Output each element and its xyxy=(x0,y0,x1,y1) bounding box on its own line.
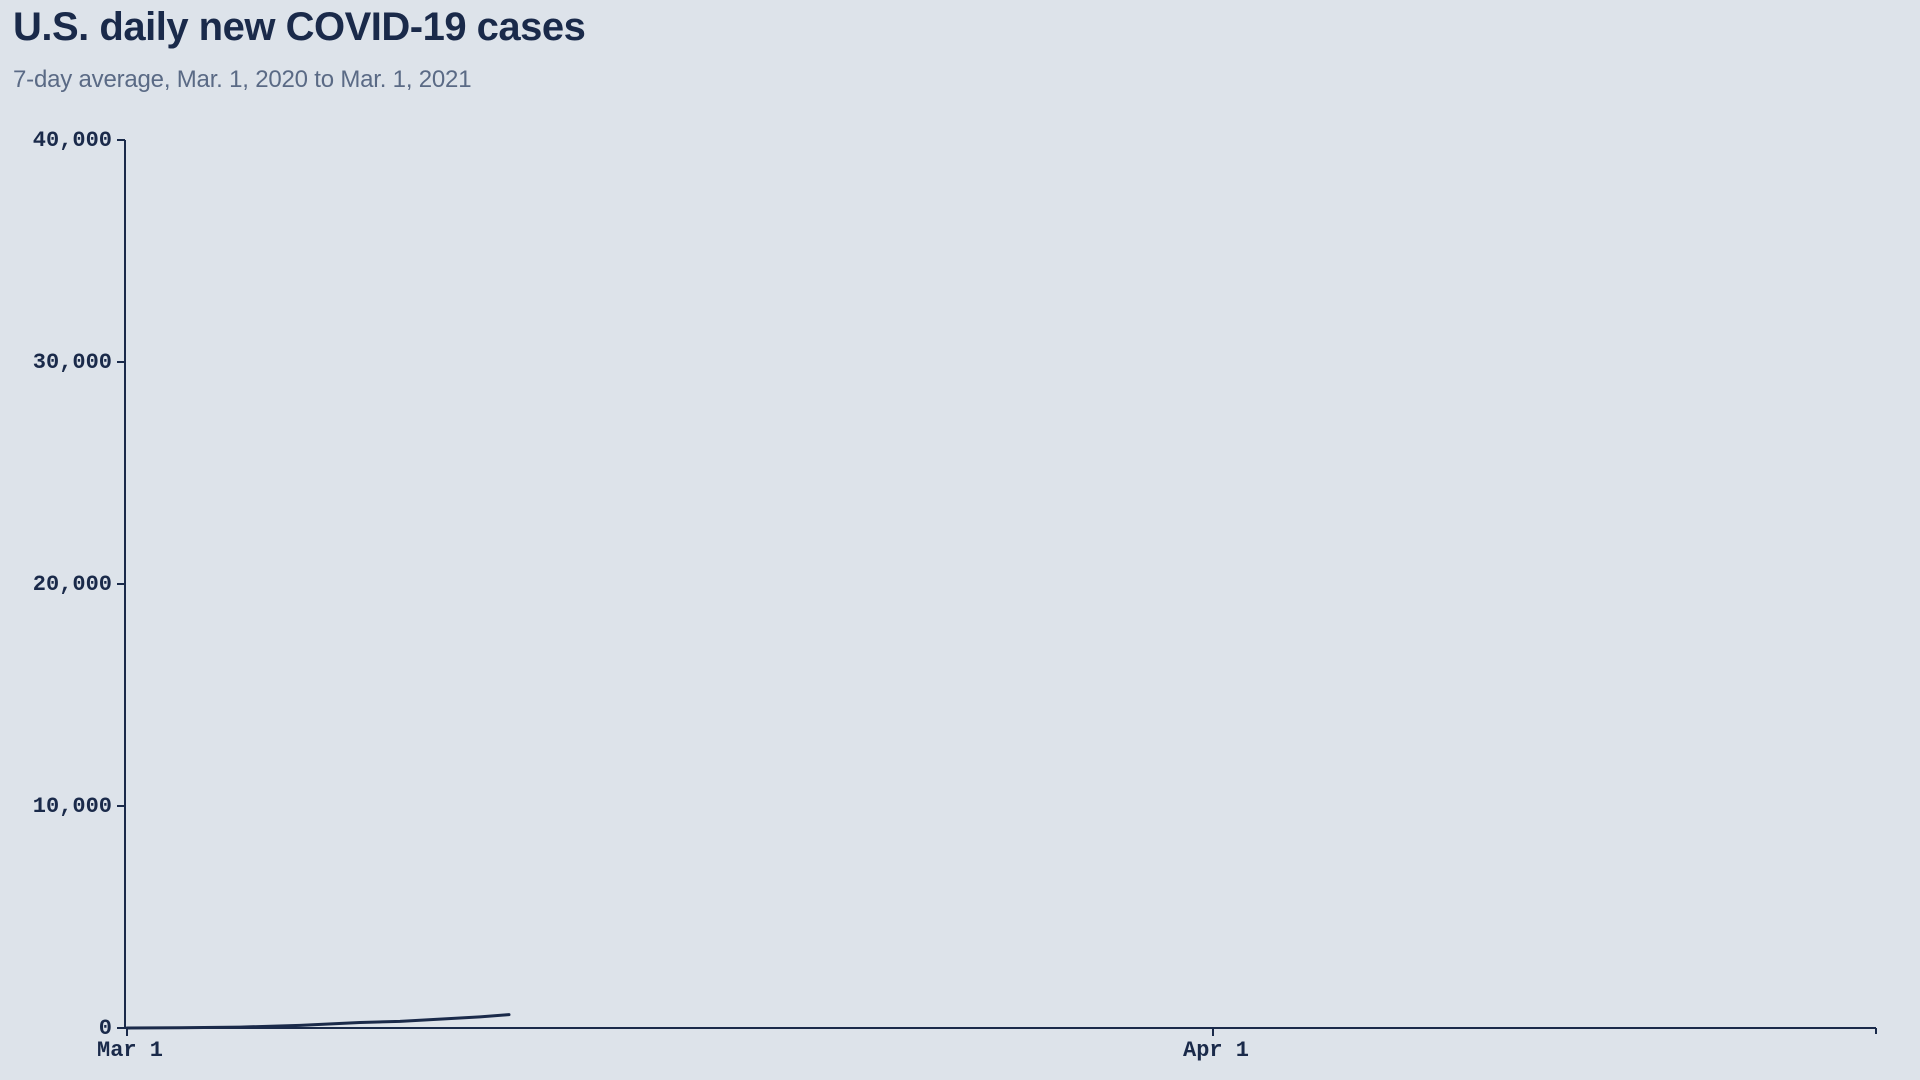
chart-plot-area: 0 10,000 20,000 30,000 40,000 Mar 1 Apr 1 xyxy=(0,0,1920,1080)
y-tick-label: 30,000 xyxy=(2,350,112,375)
chart-container: U.S. daily new COVID-19 cases 7-day aver… xyxy=(0,0,1920,1080)
y-tick-label: 20,000 xyxy=(2,572,112,597)
y-tick-label: 40,000 xyxy=(2,128,112,153)
x-tick-label: Mar 1 xyxy=(97,1038,163,1063)
x-tick-label: Apr 1 xyxy=(1183,1038,1249,1063)
chart-svg xyxy=(0,0,1920,1080)
data-line xyxy=(127,1015,509,1028)
y-tick-label: 0 xyxy=(2,1016,112,1041)
y-tick-label: 10,000 xyxy=(2,794,112,819)
